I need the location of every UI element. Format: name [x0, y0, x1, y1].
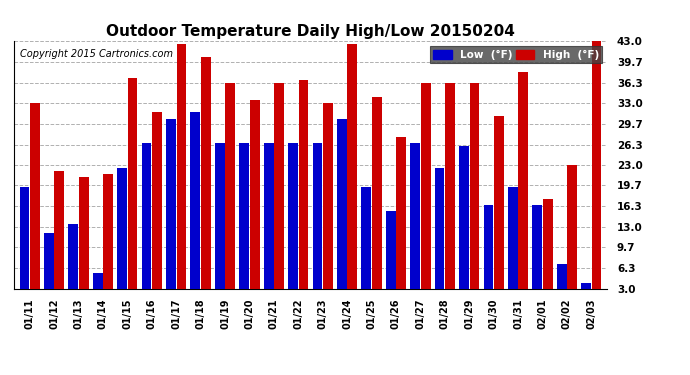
Bar	[19, 187, 29, 308]
Bar	[567, 165, 577, 308]
Bar	[141, 143, 151, 308]
Bar	[128, 78, 137, 308]
Bar	[508, 187, 518, 308]
Bar	[470, 83, 480, 308]
Bar	[288, 143, 298, 308]
Bar	[543, 199, 553, 308]
Bar	[68, 224, 78, 308]
Title: Outdoor Temperature Daily High/Low 20150204: Outdoor Temperature Daily High/Low 20150…	[106, 24, 515, 39]
Legend: Low  (°F), High  (°F): Low (°F), High (°F)	[430, 46, 602, 63]
Bar	[177, 44, 186, 308]
Bar	[152, 112, 162, 308]
Bar	[348, 44, 357, 308]
Bar	[30, 103, 40, 308]
Bar	[494, 116, 504, 308]
Bar	[44, 233, 54, 308]
Bar	[215, 143, 225, 308]
Bar	[299, 80, 308, 308]
Bar	[55, 171, 64, 308]
Bar	[396, 137, 406, 308]
Bar	[274, 83, 284, 308]
Bar	[313, 143, 322, 308]
Bar	[411, 143, 420, 308]
Bar	[337, 118, 347, 308]
Bar	[435, 168, 444, 308]
Bar	[518, 72, 529, 308]
Bar	[92, 273, 103, 308]
Bar	[459, 147, 469, 308]
Bar	[592, 41, 602, 308]
Bar	[557, 264, 566, 308]
Bar	[445, 83, 455, 308]
Bar	[372, 97, 382, 308]
Text: Copyright 2015 Cartronics.com: Copyright 2015 Cartronics.com	[20, 49, 172, 58]
Bar	[190, 112, 200, 308]
Bar	[484, 205, 493, 308]
Bar	[533, 205, 542, 308]
Bar	[250, 100, 259, 308]
Bar	[226, 83, 235, 308]
Bar	[79, 177, 88, 308]
Bar	[362, 187, 371, 308]
Bar	[117, 168, 127, 308]
Bar	[239, 143, 249, 308]
Bar	[166, 118, 176, 308]
Bar	[323, 103, 333, 308]
Bar	[386, 211, 395, 308]
Bar	[581, 283, 591, 308]
Bar	[201, 57, 210, 308]
Bar	[104, 174, 113, 308]
Bar	[421, 83, 431, 308]
Bar	[264, 143, 273, 308]
